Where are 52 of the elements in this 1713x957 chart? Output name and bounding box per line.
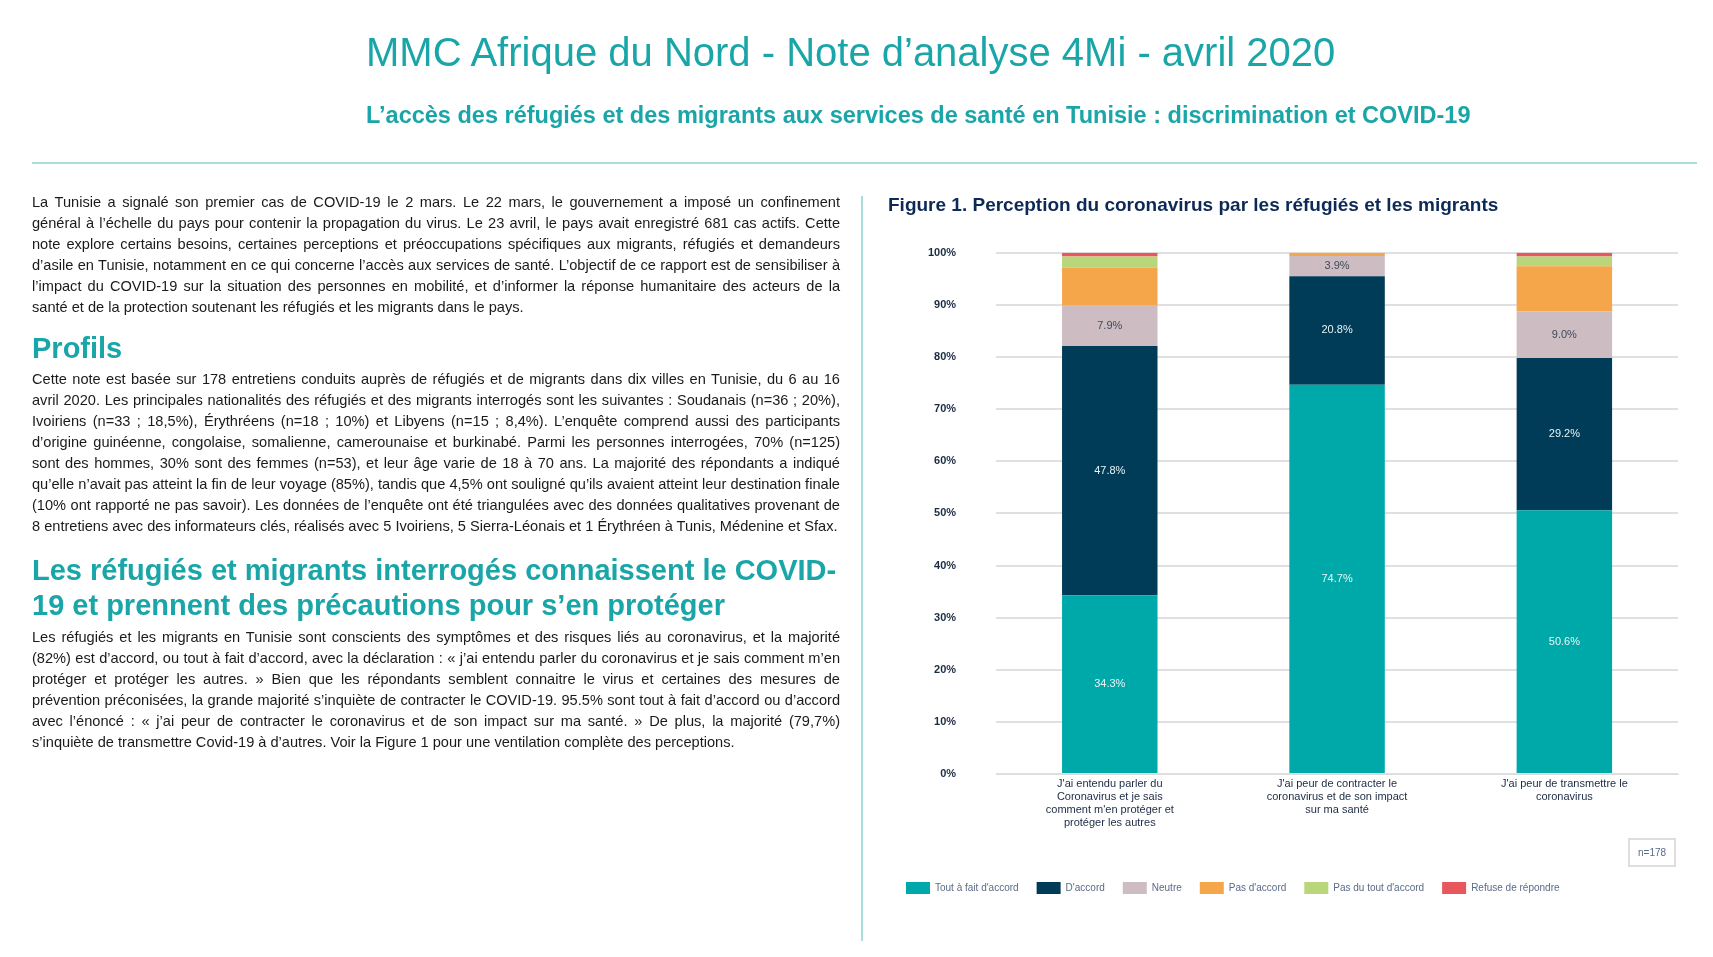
text: Les réfugiés et migrants interrogés connaissent le COVID-19 et prennent des précautions pour s’en protéger — [32, 553, 838, 623]
legend-label: Refuse de répondre — [1471, 881, 1560, 893]
data-label: 74.7% — [1321, 571, 1353, 584]
bar — [1062, 256, 1158, 268]
y-tick-label: 50% — [934, 506, 957, 519]
y-tick-label: 60% — [934, 454, 957, 467]
data-label: 34.3% — [1094, 677, 1126, 690]
y-tick-label: 20% — [934, 662, 957, 675]
text: Profils — [32, 332, 124, 365]
y-tick-label: 100% — [927, 245, 957, 258]
data-label: 20.8% — [1321, 323, 1353, 336]
x-tick-label: J'ai peur de transmettre le coronavirus — [1500, 776, 1628, 802]
text: MMC Afrique du Nord - Note d’analyse 4Mi - avril 2020 — [366, 30, 1336, 75]
legend-label: D'accord — [1065, 881, 1105, 893]
chart-title: Figure 1. Perception du coronavirus par les réfugiés et les migrants — [888, 193, 1499, 215]
legend-label: Pas du tout d'accord — [1333, 881, 1425, 893]
legend-label: Neutre — [1151, 881, 1183, 893]
y-tick-label: 80% — [934, 350, 957, 363]
bar — [1516, 311, 1613, 359]
bar — [1062, 595, 1158, 773]
text: La Tunisie a signalé son premier cas de COVID-19 le 2 mars. Le 22 mars, le gouvernement a imposé un confinement général à l’échelle du pays pour contenir la propagation du virus. Le 23 avril, le pays avait enregistré 681 cas actifs. Cette note explore certains besoins, certaines perceptions et préoccupations spécifiques aux migrants, réfugiés et demandeurs d’asile en Tunisie, notamment en ce qui concerne l’accès aux services de santé. L’objectif de ce rapport est de sensibiliser à l’impact du COVID-19 sur la situation des personnes en mobilité, et d’informer la réponse humanitaire des acteurs de la santé et de la protection soutenant les réfugiés et les migrants dans le pays. — [32, 193, 840, 317]
bar — [1516, 510, 1613, 773]
data-label: 47.8% — [1094, 463, 1126, 476]
text: Les réfugiés et les migrants en Tunisie sont conscients des symptômes et des risques liés au coronavirus, et la majorité (82%) est d’accord, ou tout à fait d’accord, avec la déclaration : « j’ai entendu parler du coronavirus et je sais comment m’en protéger et protéger les autres. » Bien que les répondants semblent connaitre le virus et certaines des mesures de prévention préconisées, la grande majorité s’inquiète de contracter le COVID-19. 95.5% sont tout à fait d’accord ou d’accord avec l’énoncé : « j’ai peur de contracter le coronavirus et de son impact sur ma santé. » De plus, la majorité (79,7%) s’inquiète de transmettre Covid-19 à d’autres. Voir la Figure 1 pour une ventilation complète des perceptions. — [32, 628, 840, 752]
legend-label: Tout à fait d'accord — [935, 881, 1019, 893]
bar — [1289, 384, 1385, 773]
bar — [1289, 276, 1385, 385]
y-tick-label: 40% — [934, 558, 957, 571]
bar — [1062, 346, 1158, 596]
data-label: 7.9% — [1097, 318, 1123, 331]
y-tick-label: 70% — [934, 402, 957, 415]
bar — [1062, 304, 1158, 347]
data-label: 3.9% — [1324, 259, 1350, 272]
text: Cette note est basée sur 178 entretiens conduits auprès de réfugiés et de migrants dans dix villes en Tunisie, du 6 au 16 avril 2020. Les principales nationalités des réfugiés et des migrants interrogés sont les suivantes : Soudanais (n=36 ; 20%), Ivoiriens (n=33 ; 18,5%), Érythréens (n=18 ; 10%) et Libyens (n=15 ; 8,4%). L’enquête comprend aussi des participants d’origine guinéenne, congolaise, somalienne, camerounaise et burkinabé. Parmi les personnes interrogées, 70% (n=125) sont des hommes, 30% sont des femmes (n=53), et leur âge varie de 18 à 70 ans. La majorité des répondants a indiqué qu’elle n’avait pas atteint la fin de leur voyage (85%), tandis que 4,5% ont souligné qu’ils avaient atteint leur destination finale (10% ont rapporté ne pas savoir). Les données de l’enquête ont été triangulées avec des données qualitatives provenant de 8 entretiens avec des informateurs clés, réalisés avec 5 Ivoiriens, 5 Sierra-Léonais et 1 Érythréen à Tunis, Médenine et Sfax. — [32, 370, 840, 536]
bar — [1289, 255, 1385, 277]
y-tick-label: 90% — [934, 297, 957, 310]
bar — [1516, 358, 1613, 511]
legend-label: Pas d'accord — [1228, 881, 1287, 893]
bar — [1516, 256, 1613, 267]
y-tick-label: 30% — [934, 610, 957, 623]
bar — [1516, 266, 1613, 312]
y-tick-label: 0% — [940, 767, 957, 780]
text: L’accès des réfugiés et des migrants aux services de santé en Tunisie : discrimination et COVID-19 — [366, 102, 1471, 129]
x-tick-label: J'ai peur de contracter le coronavirus et de son impact sur ma santé — [1266, 776, 1408, 816]
data-label: 50.6% — [1548, 634, 1581, 647]
data-label: 29.2% — [1548, 427, 1581, 440]
text: n=178 — [1628, 838, 1677, 867]
data-label: 9.0% — [1551, 327, 1578, 340]
bar — [1062, 267, 1158, 305]
bar — [1289, 252, 1385, 256]
y-tick-label: 10% — [934, 714, 957, 727]
x-tick-label: J'ai entendu parler du Coronavirus et je sais comment m'en protéger et protéger les autres — [1045, 776, 1174, 829]
